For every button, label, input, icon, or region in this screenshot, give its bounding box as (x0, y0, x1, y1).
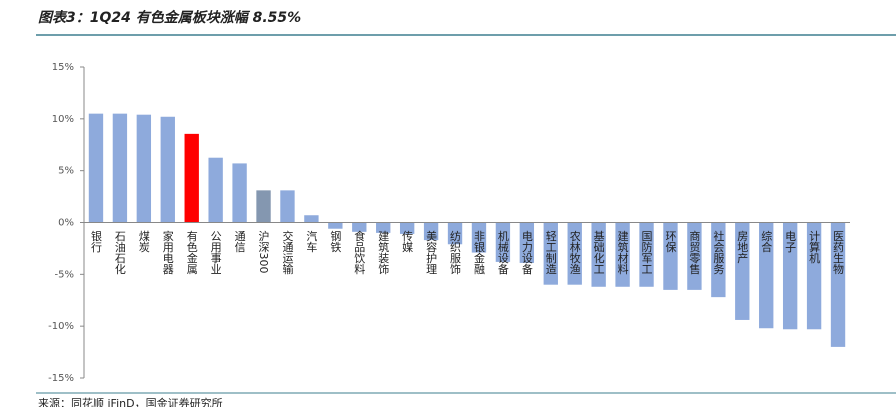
bar (232, 163, 247, 223)
x-tick-label: 农林牧渔 (568, 229, 581, 275)
x-tick-label: 商贸零售 (688, 229, 701, 275)
y-tick-label: -10% (48, 321, 74, 332)
bar (184, 133, 199, 223)
y-tick-label: 0% (58, 218, 74, 229)
x-tick-label: 美容护理 (425, 230, 438, 274)
x-tick-label: 银行 (89, 229, 102, 253)
bar (304, 215, 319, 223)
x-tick-label: 煤炭 (137, 230, 150, 253)
bar (352, 222, 367, 232)
bar (256, 190, 271, 223)
x-tick-label: 通信 (233, 230, 246, 253)
bar (280, 190, 295, 223)
y-tick-label: 15% (52, 62, 74, 73)
y-tick-label: 5% (58, 166, 74, 177)
bar (208, 157, 223, 223)
bar (112, 113, 128, 223)
x-tick-label: 公用事业 (209, 231, 222, 275)
x-tick-label: 纺织服饰 (449, 229, 462, 274)
chart-title: 图表3：1Q24 有色金属板块涨幅 8.55% (38, 9, 301, 26)
bar (136, 114, 152, 223)
x-tick-label: 食品饮料 (353, 229, 366, 275)
y-tick-label: 10% (52, 114, 74, 125)
x-tick-label: 钢铁 (329, 230, 342, 252)
x-tick-label: 轻工制造 (544, 229, 557, 274)
bar (830, 222, 846, 347)
bar (447, 222, 463, 245)
x-tick-label: 交通运输 (281, 229, 294, 275)
bar (759, 222, 774, 329)
x-tick-label: 房地产 (736, 230, 749, 264)
bar (471, 222, 487, 253)
bar (687, 222, 702, 290)
bar (328, 222, 343, 229)
bar (399, 222, 415, 234)
x-tick-label: 环保 (664, 231, 677, 254)
bar (663, 222, 678, 290)
y-tick-label: -5% (55, 269, 74, 280)
x-tick-label: 综合 (760, 229, 773, 252)
x-tick-label: 电力设备 (520, 230, 533, 275)
bar (519, 222, 535, 263)
x-tick-label: 基础化工 (592, 230, 605, 274)
bar (160, 116, 175, 223)
bar (615, 222, 630, 287)
source-note: 来源：同花顺 iFinD，国金证券研究所 (38, 396, 223, 407)
x-tick-label: 电子 (784, 230, 797, 252)
y-tick-label: -15% (48, 373, 74, 384)
x-tick-label: 建筑装饰 (377, 229, 390, 274)
x-tick-label: 医药生物 (832, 231, 845, 275)
bar (591, 222, 606, 287)
bar (88, 113, 104, 223)
bar (423, 222, 439, 241)
bar (376, 222, 391, 233)
x-tick-label: 有色金属 (185, 229, 198, 275)
x-tick-label: 建筑材料 (616, 229, 629, 275)
x-tick-label: 非银金融 (472, 230, 485, 275)
bar (495, 222, 511, 262)
x-tick-label: 沪深300 (257, 229, 270, 273)
x-tick-label: 国防军工 (640, 230, 653, 274)
x-tick-label: 石油石化 (113, 231, 126, 276)
x-tick-label: 传媒 (401, 230, 414, 253)
x-tick-label: 社会服务 (712, 229, 725, 274)
x-tick-label: 家用电器 (161, 229, 174, 275)
x-tick-label: 计算机 (808, 230, 821, 263)
bar (806, 222, 822, 330)
bar (543, 222, 558, 285)
bar (735, 222, 750, 320)
bar (711, 222, 726, 298)
bar (567, 222, 582, 285)
bar (782, 222, 798, 330)
x-tick-label: 汽车 (305, 229, 318, 253)
x-tick-label: 机械设备 (496, 229, 509, 275)
bar (639, 222, 654, 287)
